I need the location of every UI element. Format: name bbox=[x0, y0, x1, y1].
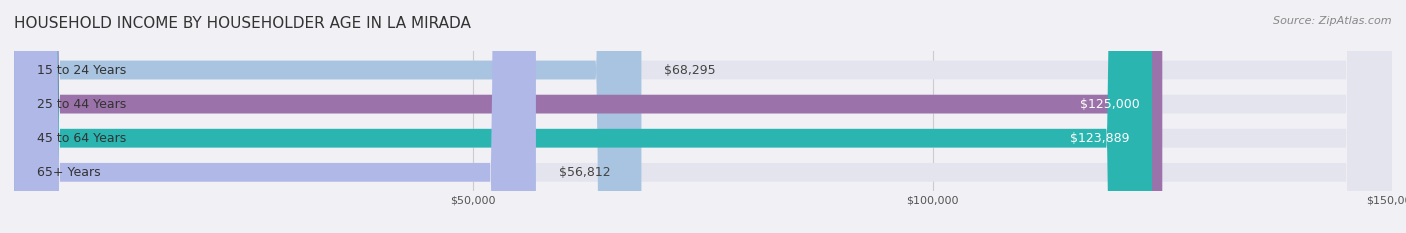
FancyBboxPatch shape bbox=[14, 0, 1152, 233]
FancyBboxPatch shape bbox=[14, 0, 1392, 233]
Text: HOUSEHOLD INCOME BY HOUSEHOLDER AGE IN LA MIRADA: HOUSEHOLD INCOME BY HOUSEHOLDER AGE IN L… bbox=[14, 16, 471, 31]
FancyBboxPatch shape bbox=[14, 0, 536, 233]
Text: $123,889: $123,889 bbox=[1070, 132, 1129, 145]
FancyBboxPatch shape bbox=[14, 0, 641, 233]
FancyBboxPatch shape bbox=[14, 0, 1163, 233]
FancyBboxPatch shape bbox=[14, 0, 1392, 233]
Text: 65+ Years: 65+ Years bbox=[37, 166, 101, 179]
Text: $125,000: $125,000 bbox=[1080, 98, 1139, 111]
Text: Source: ZipAtlas.com: Source: ZipAtlas.com bbox=[1274, 16, 1392, 26]
Text: $68,295: $68,295 bbox=[665, 64, 716, 76]
Text: 25 to 44 Years: 25 to 44 Years bbox=[37, 98, 127, 111]
FancyBboxPatch shape bbox=[14, 0, 1392, 233]
Text: $56,812: $56,812 bbox=[560, 166, 610, 179]
FancyBboxPatch shape bbox=[14, 0, 1392, 233]
Text: 15 to 24 Years: 15 to 24 Years bbox=[37, 64, 127, 76]
Text: 45 to 64 Years: 45 to 64 Years bbox=[37, 132, 127, 145]
